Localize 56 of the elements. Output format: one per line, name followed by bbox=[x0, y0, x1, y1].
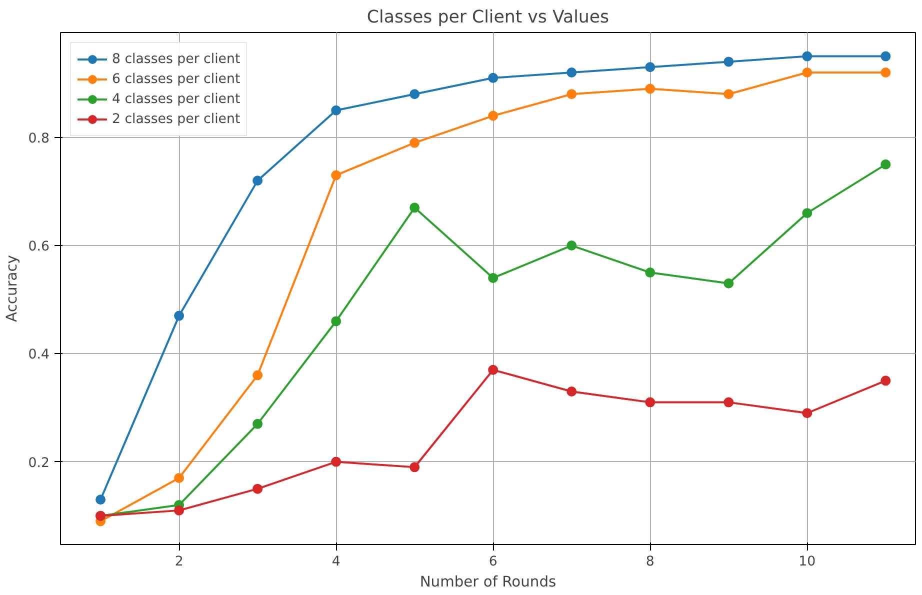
point bbox=[566, 240, 577, 251]
point bbox=[488, 110, 498, 121]
x-axis-title: Number of Rounds bbox=[420, 574, 556, 590]
point bbox=[488, 364, 498, 375]
point bbox=[252, 370, 263, 380]
point bbox=[566, 386, 577, 396]
point bbox=[645, 397, 656, 408]
point bbox=[566, 68, 577, 78]
point bbox=[331, 456, 342, 467]
point bbox=[645, 268, 656, 278]
point bbox=[252, 418, 263, 429]
legend-label: 6 classes per client bbox=[112, 72, 240, 86]
y-axis-title: Accuracy bbox=[3, 254, 20, 322]
point bbox=[410, 89, 420, 100]
x-tick-label: 4 bbox=[332, 554, 340, 570]
x-tick-label: 6 bbox=[488, 554, 498, 570]
legend-label: 2 classes per client bbox=[112, 112, 240, 126]
chart-title: Classes per Client vs Values bbox=[366, 8, 610, 28]
x-tick-label: 2 bbox=[174, 554, 184, 570]
point bbox=[802, 208, 812, 218]
point bbox=[724, 89, 734, 100]
point bbox=[410, 202, 420, 213]
y-tick-label: 0.8 bbox=[28, 131, 50, 146]
point bbox=[252, 176, 263, 186]
legend-label: 8 classes per client bbox=[112, 52, 240, 66]
y-tick-label: 0.6 bbox=[28, 240, 50, 255]
point bbox=[96, 494, 106, 505]
point bbox=[174, 473, 184, 483]
point bbox=[880, 68, 891, 78]
legend-label: 4 classes per client bbox=[112, 92, 240, 106]
y-tick-label: 0.2 bbox=[28, 456, 50, 471]
point bbox=[410, 138, 420, 148]
point bbox=[174, 310, 184, 321]
point bbox=[724, 278, 734, 288]
point bbox=[488, 72, 498, 83]
point bbox=[645, 62, 656, 72]
x-tick-label: 10 bbox=[798, 554, 816, 570]
point bbox=[802, 408, 812, 418]
point bbox=[252, 484, 263, 494]
point bbox=[566, 89, 577, 100]
point bbox=[724, 397, 734, 408]
point bbox=[802, 68, 812, 78]
point bbox=[331, 105, 342, 116]
point bbox=[331, 316, 342, 326]
point bbox=[880, 376, 891, 386]
x-tick-label: 8 bbox=[646, 554, 654, 570]
point bbox=[174, 505, 184, 516]
point bbox=[488, 272, 498, 283]
point bbox=[645, 84, 656, 94]
point bbox=[410, 462, 420, 472]
y-tick-label: 0.4 bbox=[28, 348, 50, 363]
point bbox=[880, 51, 891, 62]
point bbox=[802, 51, 812, 62]
point bbox=[724, 56, 734, 67]
point bbox=[331, 170, 342, 180]
point bbox=[880, 159, 891, 170]
